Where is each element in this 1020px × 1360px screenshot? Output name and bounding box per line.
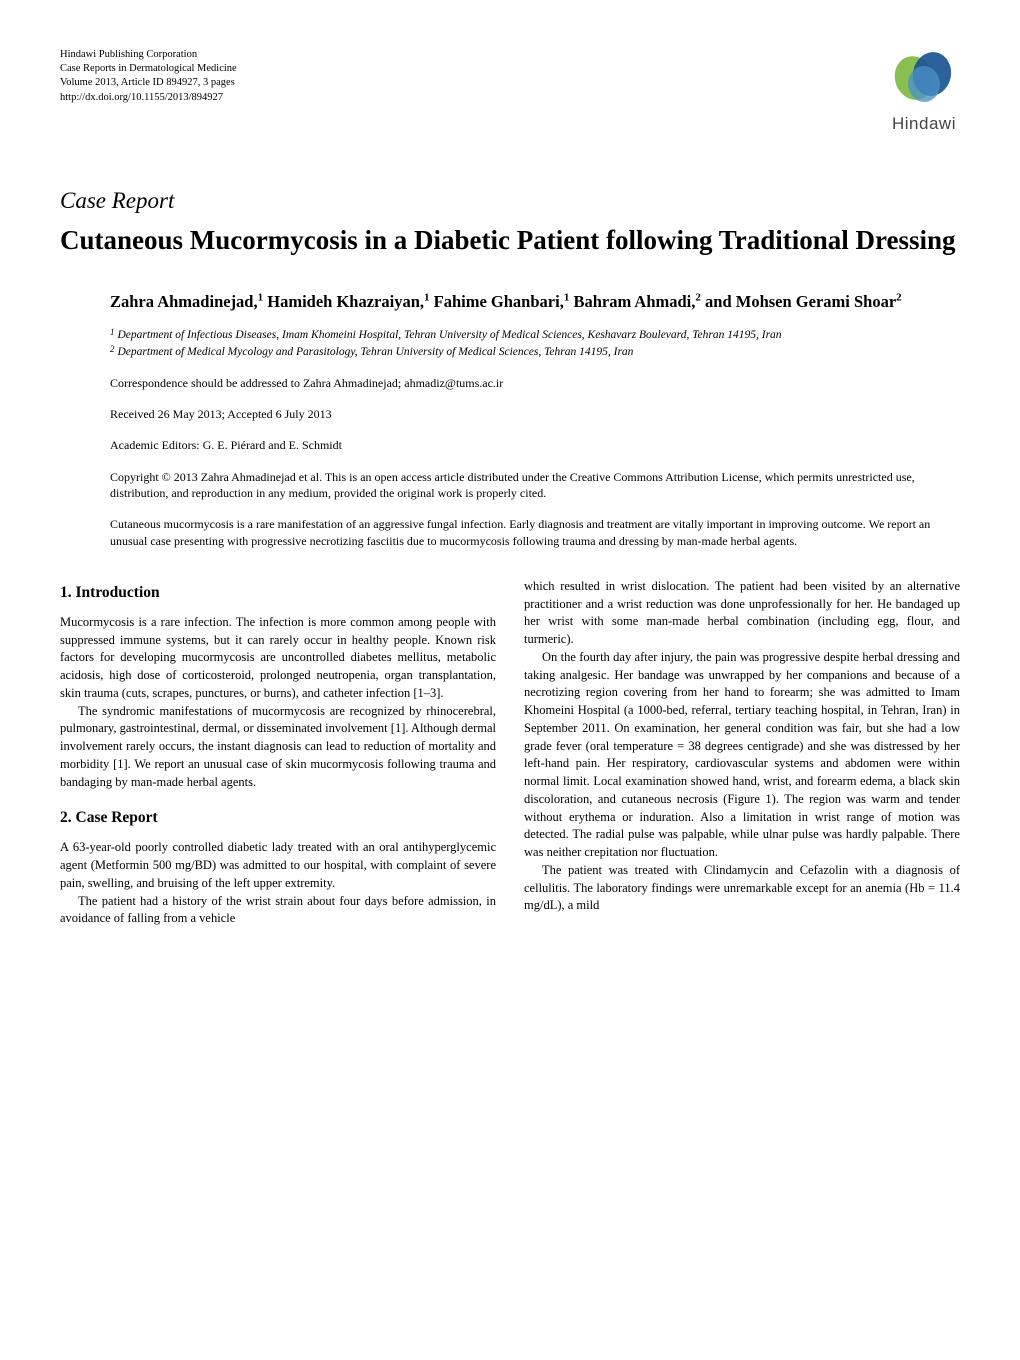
affiliation-number: 1 xyxy=(110,327,115,343)
author-list: Zahra Ahmadinejad,1 Hamideh Khazraiyan,1… xyxy=(110,290,960,313)
hindawi-logo-icon xyxy=(888,48,960,104)
body-paragraph: Mucormycosis is a rare infection. The in… xyxy=(60,614,496,703)
section-heading-case-report: 2. Case Report xyxy=(60,807,496,829)
body-paragraph: The patient had a history of the wrist s… xyxy=(60,893,496,929)
affiliation-text: Department of Infectious Diseases, Imam … xyxy=(118,327,782,343)
academic-editors-line: Academic Editors: G. E. Piérard and E. S… xyxy=(110,437,960,454)
dates-line: Received 26 May 2013; Accepted 6 July 20… xyxy=(110,406,960,423)
header-row: Hindawi Publishing Corporation Case Repo… xyxy=(60,48,960,136)
body-paragraph: The syndromic manifestations of mucormyc… xyxy=(60,703,496,792)
copyright-block: Copyright © 2013 Zahra Ahmadinejad et al… xyxy=(110,469,960,503)
publisher-brand-text: Hindawi xyxy=(888,112,960,137)
journal-line: Case Reports in Dermatological Medicine xyxy=(60,62,237,76)
affiliation-number: 2 xyxy=(110,344,115,360)
left-column: 1. Introduction Mucormycosis is a rare i… xyxy=(60,578,496,928)
body-paragraph: which resulted in wrist dislocation. The… xyxy=(524,578,960,649)
publisher-line: Hindawi Publishing Corporation xyxy=(60,48,237,62)
publisher-info: Hindawi Publishing Corporation Case Repo… xyxy=(60,48,237,105)
affiliation-item: 1 Department of Infectious Diseases, Ima… xyxy=(110,327,960,343)
affiliations-block: 1 Department of Infectious Diseases, Ima… xyxy=(110,327,960,360)
article-title: Cutaneous Mucormycosis in a Diabetic Pat… xyxy=(60,224,960,256)
body-paragraph: The patient was treated with Clindamycin… xyxy=(524,862,960,915)
section-heading-introduction: 1. Introduction xyxy=(60,582,496,604)
affiliation-text: Department of Medical Mycology and Paras… xyxy=(118,344,634,360)
abstract-block: Cutaneous mucormycosis is a rare manifes… xyxy=(110,516,960,550)
doi-line: http://dx.doi.org/10.1155/2013/894927 xyxy=(60,91,237,105)
article-type-label: Case Report xyxy=(60,184,960,217)
right-column: which resulted in wrist dislocation. The… xyxy=(524,578,960,928)
affiliation-item: 2 Department of Medical Mycology and Par… xyxy=(110,344,960,360)
body-paragraph: A 63-year-old poorly controlled diabetic… xyxy=(60,839,496,892)
body-columns: 1. Introduction Mucormycosis is a rare i… xyxy=(60,578,960,928)
body-paragraph: On the fourth day after injury, the pain… xyxy=(524,649,960,862)
volume-line: Volume 2013, Article ID 894927, 3 pages xyxy=(60,76,237,90)
correspondence-line: Correspondence should be addressed to Za… xyxy=(110,375,960,392)
publisher-logo: Hindawi xyxy=(888,48,960,136)
